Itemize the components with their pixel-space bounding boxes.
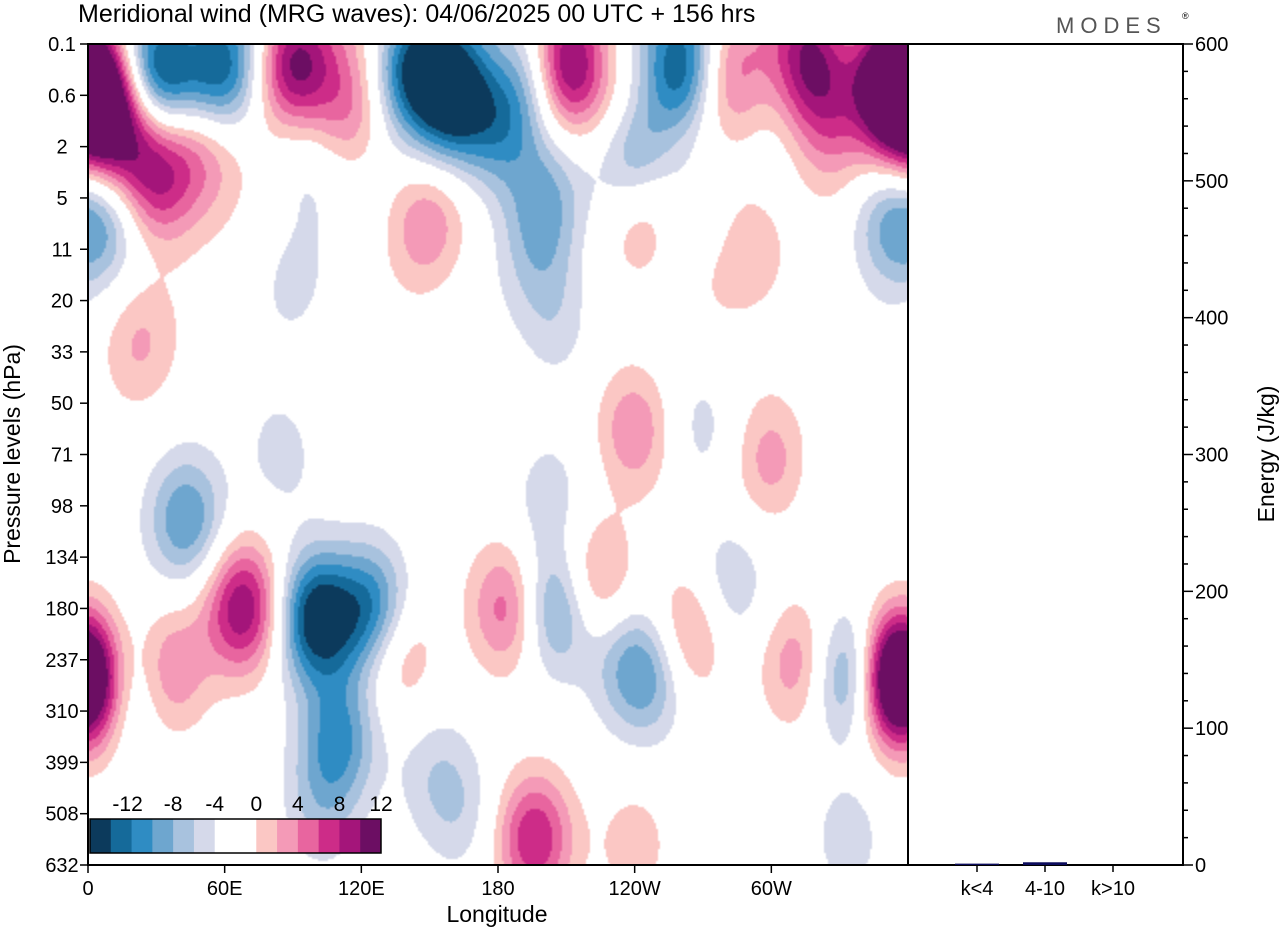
colorbar-label: 0	[250, 793, 262, 816]
y-tick-label: 20	[51, 291, 73, 313]
energy-axis: 0 100 200 300 400 500 600	[1183, 34, 1228, 877]
colorbar-label: -8	[164, 793, 183, 816]
logo-registered-mark: ®	[1182, 11, 1189, 21]
x-tick-label: 120W	[609, 878, 661, 900]
colorbar-swatch	[256, 819, 278, 853]
colorbar-swatch	[214, 819, 236, 853]
colorbar-frame	[89, 818, 382, 854]
colorbar-swatch	[235, 819, 257, 853]
colorbar-label: 8	[334, 793, 346, 816]
colorbar-swatch	[152, 819, 174, 853]
x-tick-label: 120E	[338, 878, 385, 900]
y-tick-label: 632	[45, 855, 78, 877]
energy-frame	[907, 43, 1184, 866]
colorbar-swatch	[131, 819, 153, 853]
y-tick-label: 508	[45, 804, 78, 826]
y-tick-label: 71	[51, 445, 73, 467]
y-tick-label: 33	[51, 342, 73, 364]
energy-bar	[955, 863, 999, 865]
y-tick-label: 0.1	[48, 34, 76, 56]
modes-logo: MODES	[1056, 13, 1167, 38]
y-tick-label: 98	[51, 496, 73, 518]
y-tick-label: 0.6	[48, 85, 76, 107]
x-tick-label: 60W	[751, 878, 792, 900]
colorbar: -12 -8 -4 0 4 8 12	[89, 793, 393, 854]
energy-tick-label: 600	[1195, 34, 1228, 56]
y-axis-label: Pressure levels (hPa)	[0, 344, 25, 564]
colorbar-label: -12	[112, 793, 142, 816]
colorbar-label: -4	[205, 793, 224, 816]
y-tick-label: 237	[45, 650, 78, 672]
energy-tick-label: 100	[1195, 718, 1228, 740]
energy-tick-label: 200	[1195, 581, 1228, 603]
energy-bar	[1023, 862, 1067, 865]
colorbar-swatch	[193, 819, 216, 853]
pressure-axis: 0.1 0.6 2 5 11 20 33 50 71 98 134 180 237 310 399 508 63…	[45, 34, 88, 877]
colorbar-swatch	[110, 819, 133, 853]
colorbar-swatch	[90, 819, 112, 853]
energy-category-label: 4-10	[1025, 878, 1065, 900]
x-axis-label: Longitude	[446, 901, 547, 927]
colorbar-swatch	[360, 819, 382, 853]
energy-category-label: k>10	[1091, 878, 1135, 900]
energy-tick-label: 300	[1195, 445, 1228, 467]
y-tick-label: 134	[45, 547, 78, 569]
colorbar-swatch	[173, 819, 195, 853]
y-tick-label: 310	[45, 701, 78, 723]
energy-tick-label: 0	[1195, 855, 1206, 877]
x-tick-label: 180	[481, 878, 514, 900]
colorbar-swatch	[297, 819, 320, 853]
y-tick-label: 5	[56, 188, 67, 210]
colorbar-swatch	[339, 819, 361, 853]
colorbar-swatch	[318, 819, 340, 853]
energy-tick-label: 500	[1195, 171, 1228, 193]
y-tick-label: 2	[56, 137, 67, 159]
colorbar-swatch	[277, 819, 299, 853]
heatmap-panel: 0.1 0.6 2 5 11 20 33 50 71 98 134 180 237 310 399 508 63…	[0, 34, 909, 927]
y-tick-label: 11	[52, 239, 73, 261]
meridional-wind-field	[88, 44, 908, 865]
energy-category-label: k<4	[961, 878, 994, 900]
y-tick-label: 50	[51, 393, 73, 415]
longitude-axis: 0 60E 120E 180 120W 60W	[82, 865, 792, 900]
x-tick-label: 60E	[207, 878, 243, 900]
y-tick-label: 180	[45, 598, 78, 620]
colorbar-label: 12	[369, 793, 392, 816]
colorbar-label: 4	[292, 793, 304, 816]
chart-title: Meridional wind (MRG waves): 04/06/2025 …	[78, 0, 755, 28]
energy-axis-label: Energy (J/kg)	[1253, 386, 1279, 523]
energy-panel: 0 100 200 300 400 500 600 k<4 4-10 k>10 Energy (…	[907, 34, 1279, 900]
energy-tick-label: 400	[1195, 308, 1228, 330]
x-tick-label: 0	[82, 878, 93, 900]
y-tick-label: 399	[45, 752, 78, 774]
